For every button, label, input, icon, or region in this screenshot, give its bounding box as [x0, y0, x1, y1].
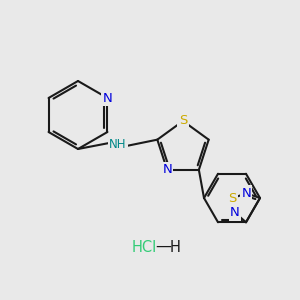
- Text: NH: NH: [109, 138, 126, 151]
- Text: H: H: [170, 241, 181, 256]
- Text: HCl: HCl: [132, 241, 157, 256]
- Text: S: S: [228, 192, 237, 205]
- Text: N: N: [103, 92, 112, 104]
- Text: N: N: [230, 206, 240, 219]
- Text: —: —: [155, 238, 171, 253]
- Text: N: N: [162, 163, 172, 176]
- Text: S: S: [179, 115, 187, 128]
- Text: N: N: [242, 187, 251, 200]
